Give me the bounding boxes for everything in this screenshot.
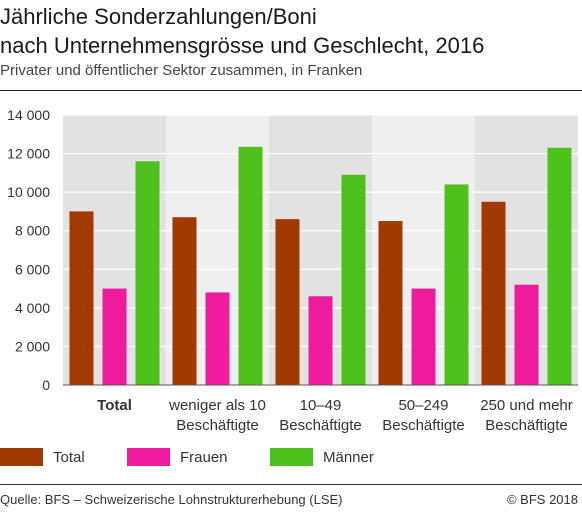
chart-legend: Total Frauen Männer <box>0 448 582 472</box>
bar <box>411 288 436 385</box>
x-tick-label-line-2: Beschäftigte <box>279 417 362 434</box>
legend-swatch-total <box>0 448 43 466</box>
y-tick-label: 6 000 <box>15 261 50 277</box>
bar <box>547 147 572 385</box>
footer-divider <box>0 484 582 485</box>
copyright-note: © BFS 2018 <box>506 492 578 507</box>
bar <box>172 217 197 385</box>
bar <box>102 288 127 385</box>
x-tick-label-line-2: Beschäftigte <box>485 417 568 434</box>
x-tick-label: 50–249 <box>398 397 448 414</box>
legend-item-total: Total <box>0 448 85 466</box>
y-tick-label: 2 000 <box>15 338 50 354</box>
legend-label-frauen: Frauen <box>180 448 228 466</box>
legend-label-maenner: Männer <box>323 448 374 466</box>
x-tick-label: Total <box>97 397 132 414</box>
legend-item-frauen: Frauen <box>127 448 228 466</box>
bar <box>481 201 506 385</box>
y-tick-label: 10 000 <box>7 184 50 200</box>
bar <box>308 296 333 385</box>
legend-item-maenner: Männer <box>270 448 374 466</box>
x-tick-label-line-2: Beschäftigte <box>382 417 465 434</box>
source-note: Quelle: BFS – Schweizerische Lohnstruktu… <box>0 492 343 507</box>
bar <box>378 221 403 385</box>
header-divider <box>0 90 582 91</box>
bar <box>275 219 300 385</box>
legend-swatch-maenner <box>270 448 313 466</box>
bar <box>514 284 539 385</box>
bar <box>205 292 230 385</box>
x-tick-label-line-2: Beschäftigte <box>176 417 259 434</box>
bar <box>238 146 263 385</box>
chart-subtitle: Privater und öffentlicher Sektor zusamme… <box>0 62 363 79</box>
x-tick-label: 250 und mehr <box>480 397 573 414</box>
chart-title: Jährliche Sonderzahlungen/Boni nach Unte… <box>0 2 580 60</box>
bar <box>444 184 469 385</box>
legend-swatch-frauen <box>127 448 170 466</box>
bar-chart: 0 2 000 4 000 6 000 8 000 10 000 12 000 14 000 T… <box>7 107 578 434</box>
y-tick-label: 12 000 <box>7 146 50 162</box>
bar <box>135 161 160 385</box>
x-tick-label: weniger als 10 <box>168 397 266 414</box>
legend-label-total: Total <box>53 448 85 466</box>
x-tick-label: 10–49 <box>300 397 342 414</box>
y-tick-label: 4 000 <box>15 300 50 316</box>
bar <box>69 211 94 385</box>
chart-title-line-2: nach Unternehmensgrösse und Geschlecht, … <box>0 33 485 58</box>
y-tick-label: 8 000 <box>15 223 50 239</box>
y-tick-label: 0 <box>42 377 50 393</box>
bar <box>341 174 366 385</box>
y-tick-label: 14 000 <box>7 107 50 123</box>
chart-title-line-1: Jährliche Sonderzahlungen/Boni <box>0 4 317 29</box>
